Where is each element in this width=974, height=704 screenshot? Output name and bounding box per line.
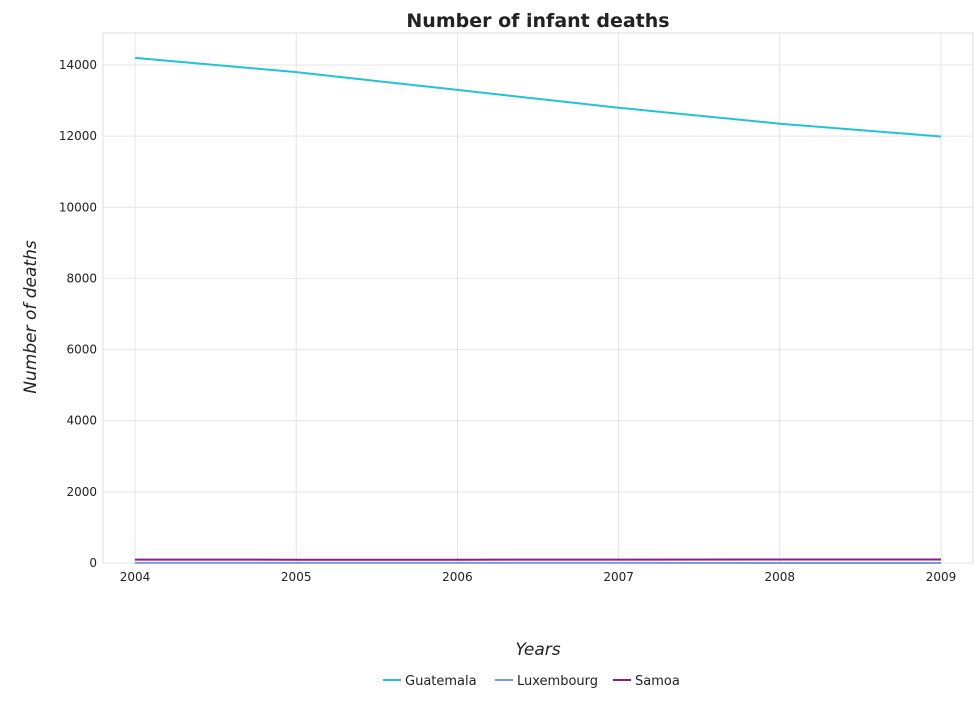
y-tick-label: 0 — [89, 556, 97, 570]
y-tick-label: 6000 — [66, 343, 97, 357]
y-tick-label: 10000 — [59, 200, 97, 214]
x-axis-title: Years — [515, 640, 560, 660]
y-tick-label: 8000 — [66, 271, 97, 285]
legend-label-guatemala: Guatemala — [405, 674, 477, 689]
x-tick-label: 2005 — [281, 570, 312, 584]
y-tick-label: 4000 — [66, 414, 97, 428]
plot-frame — [103, 33, 973, 563]
x-tick-label: 2007 — [603, 570, 634, 584]
series-line-guatemala — [135, 58, 941, 137]
y-axis-title: Number of deaths — [21, 240, 41, 394]
x-tick-label: 2006 — [442, 570, 473, 584]
y-tick-label: 12000 — [59, 129, 97, 143]
grid — [103, 33, 973, 563]
x-tick-label: 2004 — [120, 570, 151, 584]
chart-title: Number of infant deaths — [406, 10, 669, 32]
y-tick-label: 14000 — [59, 58, 97, 72]
legend-label-samoa: Samoa — [635, 674, 680, 689]
legend-label-luxembourg: Luxembourg — [517, 674, 598, 689]
x-tick-label: 2008 — [765, 570, 796, 584]
y-tick-label: 2000 — [66, 485, 97, 499]
legend: Guatemala Luxembourg Samoa — [383, 674, 680, 689]
x-tick-label: 2009 — [926, 570, 957, 584]
series-lines — [135, 58, 941, 563]
axes: 0 2000 4000 6000 8000 10000 12000 14000 2004 2005… — [59, 58, 956, 584]
